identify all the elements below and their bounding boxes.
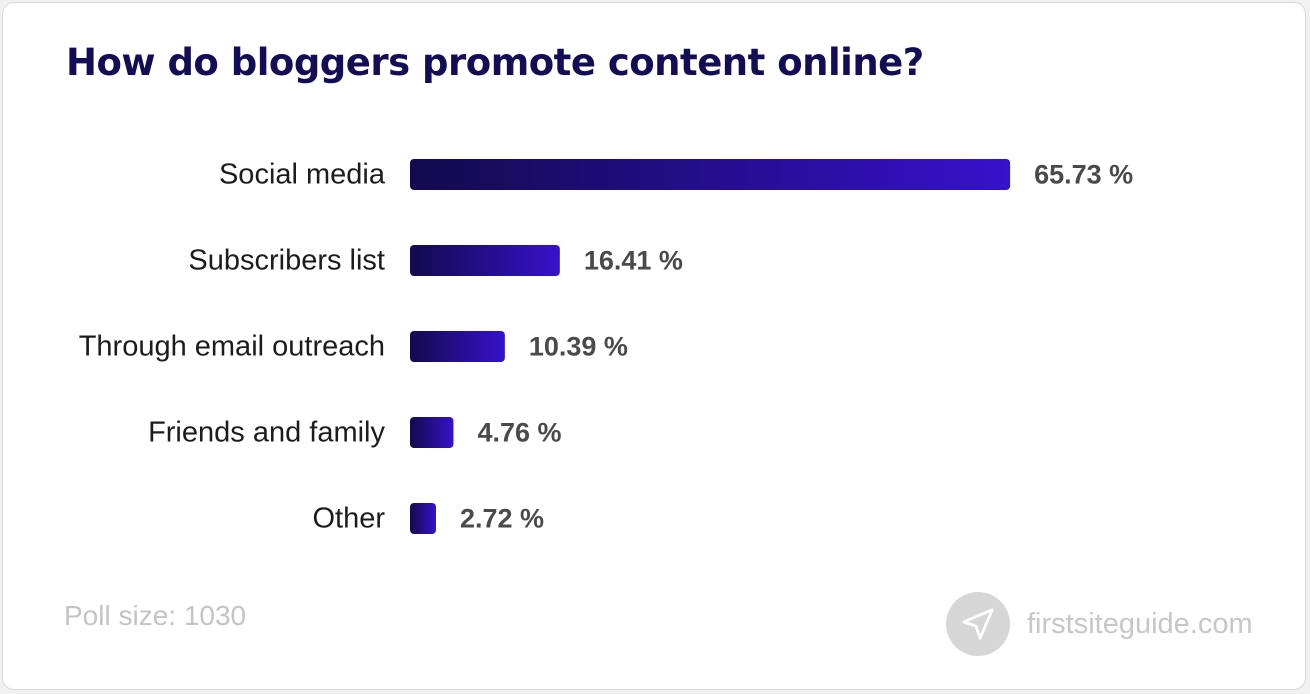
paper-plane-icon	[946, 592, 1010, 656]
bar-friends-and-family	[410, 417, 454, 448]
poll-size-footnote: Poll size: 1030	[64, 600, 247, 631]
value-label-other: 2.72 %	[460, 504, 544, 534]
bar-subscribers-list	[410, 245, 560, 276]
category-label-subscribers-list: Subscribers list	[188, 245, 385, 277]
category-label-other: Other	[312, 503, 385, 535]
value-label-through-email-outreach: 10.39 %	[529, 332, 628, 362]
value-label-friends-and-family: 4.76 %	[477, 418, 561, 448]
bars-layer: Social media 65.73 % Subscribers list 16.41…	[79, 159, 1133, 535]
value-label-subscribers-list: 16.41 %	[584, 246, 683, 276]
brand-watermark: firstsiteguide.com	[946, 592, 1253, 656]
category-label-through-email-outreach: Through email outreach	[79, 331, 385, 363]
category-label-friends-and-family: Friends and family	[148, 417, 385, 449]
value-label-social-media: 65.73 %	[1034, 160, 1133, 190]
bar-other	[410, 503, 436, 534]
brand-name: firstsiteguide.com	[1027, 607, 1253, 640]
bar-social-media	[410, 159, 1011, 190]
category-label-social-media: Social media	[219, 159, 386, 191]
chart-title: How do bloggers promote content online?	[66, 41, 924, 84]
bar-through-email-outreach	[410, 331, 505, 362]
